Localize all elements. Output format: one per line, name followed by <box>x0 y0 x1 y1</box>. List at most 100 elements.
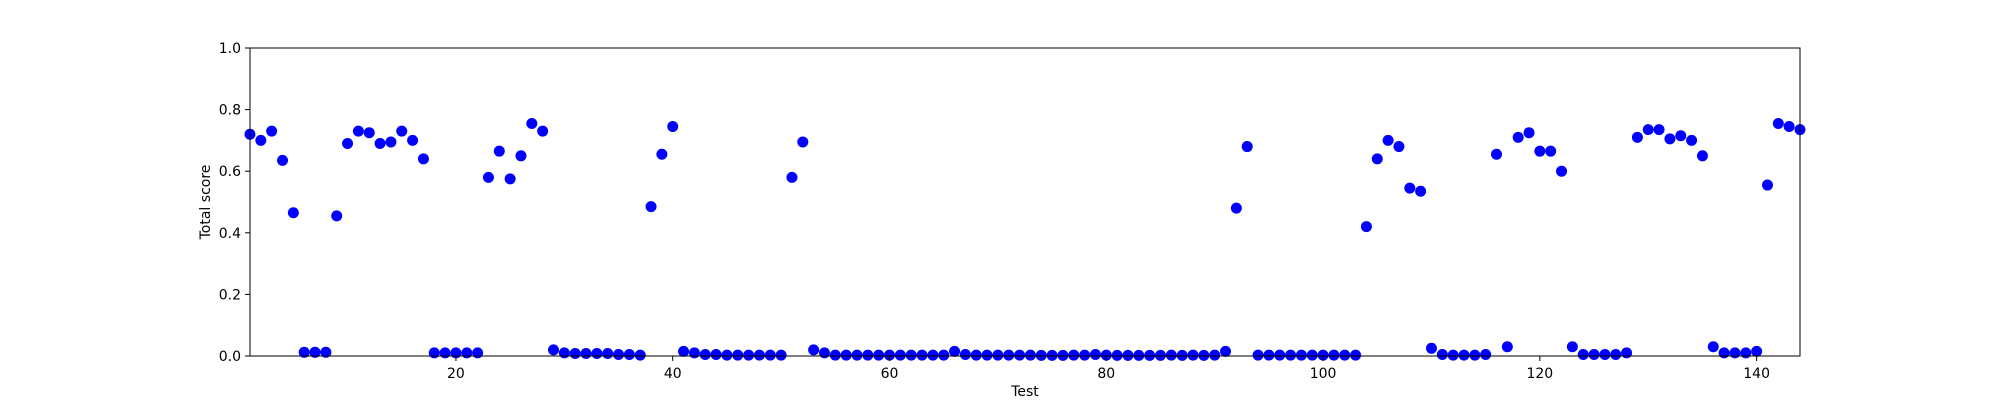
data-point <box>797 136 809 148</box>
data-point <box>1653 124 1665 136</box>
data-point <box>1588 348 1600 360</box>
data-point <box>873 349 885 361</box>
data-point <box>255 134 267 146</box>
data-point <box>1447 349 1459 361</box>
data-point <box>1306 349 1318 361</box>
data-point <box>1198 349 1210 361</box>
data-point <box>461 347 473 359</box>
data-point <box>1577 348 1589 360</box>
data-point <box>1469 349 1481 361</box>
data-point <box>493 145 505 157</box>
data-point <box>1122 349 1134 361</box>
data-point <box>840 349 852 361</box>
data-point <box>884 349 896 361</box>
data-point <box>753 349 765 361</box>
y-tick-label: 0.0 <box>219 349 241 365</box>
x-tick-label: 20 <box>447 366 465 382</box>
data-point <box>1610 348 1622 360</box>
data-point <box>992 349 1004 361</box>
data-point <box>981 349 993 361</box>
data-point <box>721 349 733 361</box>
data-point <box>1491 148 1502 160</box>
data-point <box>970 349 982 361</box>
data-point <box>1707 341 1719 353</box>
data-point <box>266 125 278 137</box>
data-point <box>743 349 755 361</box>
x-tick-label: 40 <box>664 366 682 382</box>
data-point <box>363 127 375 139</box>
data-point <box>1263 349 1275 361</box>
x-tick-label: 80 <box>1097 366 1115 382</box>
data-point <box>331 210 343 222</box>
data-point <box>927 349 939 361</box>
data-point <box>1772 117 1784 129</box>
data-point <box>1415 185 1427 197</box>
data-point <box>1241 141 1253 153</box>
data-point <box>1100 349 1112 361</box>
data-point <box>678 345 690 357</box>
data-point <box>1664 133 1676 145</box>
data-point <box>1534 145 1546 157</box>
y-tick-label: 1.0 <box>219 41 241 57</box>
data-point <box>732 349 744 361</box>
plot-frame <box>249 47 1801 357</box>
x-tick-label: 60 <box>881 366 899 382</box>
data-point <box>439 347 451 359</box>
data-point <box>1729 347 1741 359</box>
data-point <box>1621 347 1633 359</box>
data-point <box>1089 348 1101 360</box>
data-point <box>1599 348 1611 360</box>
data-point <box>277 154 289 166</box>
data-point <box>851 349 863 361</box>
data-point <box>1220 345 1232 357</box>
x-tick-label: 120 <box>1526 366 1553 382</box>
data-point <box>1317 349 1329 361</box>
data-point <box>894 349 906 361</box>
data-point <box>764 349 776 361</box>
data-points <box>244 117 1806 361</box>
data-point <box>1382 134 1394 146</box>
data-point <box>1631 131 1643 143</box>
data-point <box>1436 348 1448 360</box>
data-point <box>634 349 646 361</box>
data-point <box>1024 349 1036 361</box>
data-point <box>1566 341 1578 353</box>
data-point <box>1360 221 1372 233</box>
data-point <box>1144 349 1156 361</box>
data-point <box>699 348 711 360</box>
data-point <box>1501 341 1513 353</box>
data-point <box>580 348 592 360</box>
data-point <box>1523 127 1535 139</box>
data-point <box>569 348 581 360</box>
x-tick-label: 140 <box>1743 366 1770 382</box>
data-point <box>320 346 332 358</box>
data-point <box>667 121 679 133</box>
data-point <box>548 344 559 356</box>
data-point <box>916 349 928 361</box>
data-point <box>1783 121 1795 133</box>
data-point <box>1068 349 1080 361</box>
data-point <box>1230 202 1242 214</box>
x-axis-label: Test <box>1010 384 1039 400</box>
data-point <box>1718 347 1730 359</box>
data-point <box>1556 165 1568 177</box>
data-point <box>1111 349 1123 361</box>
data-point <box>710 348 722 360</box>
data-point <box>342 137 354 149</box>
data-point <box>396 125 408 137</box>
data-point <box>472 347 484 359</box>
data-point <box>613 348 625 360</box>
data-point <box>1057 349 1069 361</box>
data-point <box>1339 349 1351 361</box>
data-point <box>352 125 364 137</box>
data-point <box>374 137 386 149</box>
data-point <box>1675 130 1687 142</box>
data-point <box>905 349 917 361</box>
data-point <box>775 349 787 361</box>
data-point <box>591 348 603 360</box>
y-axis-ticks: 0.0 0.2 0.4 0.6 0.8 1.0 <box>219 41 250 365</box>
data-point <box>1165 349 1177 361</box>
data-point <box>1187 349 1199 361</box>
